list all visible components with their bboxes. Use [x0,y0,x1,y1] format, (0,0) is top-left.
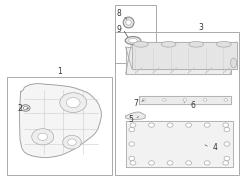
Circle shape [149,123,154,127]
Circle shape [38,133,48,140]
Bar [115,5,156,63]
Text: 6: 6 [190,101,195,110]
Circle shape [130,123,136,127]
Text: 5: 5 [128,115,133,124]
Ellipse shape [189,41,203,47]
Text: 9: 9 [116,25,121,34]
Ellipse shape [161,41,176,47]
Polygon shape [126,112,145,120]
Bar [115,32,239,175]
Circle shape [224,127,230,132]
Circle shape [167,123,173,127]
Bar [7,77,112,175]
Circle shape [204,123,210,127]
Circle shape [163,99,166,101]
Circle shape [186,123,192,127]
Circle shape [203,99,207,101]
Text: 2: 2 [18,104,23,113]
Circle shape [183,99,186,101]
Circle shape [223,161,229,165]
Text: 8: 8 [116,9,121,18]
Polygon shape [126,47,231,74]
Ellipse shape [123,17,134,28]
Circle shape [129,127,135,132]
Circle shape [68,139,76,145]
Polygon shape [139,96,231,104]
Polygon shape [20,84,101,158]
Circle shape [204,161,210,165]
Circle shape [142,99,146,101]
Circle shape [224,99,227,101]
Circle shape [21,105,30,111]
Circle shape [224,142,230,146]
Circle shape [63,135,81,149]
Circle shape [60,93,87,112]
Circle shape [149,161,154,165]
Circle shape [129,156,135,161]
Circle shape [66,98,80,108]
Circle shape [32,129,54,145]
Ellipse shape [133,41,148,47]
Ellipse shape [217,41,231,47]
Circle shape [186,161,192,165]
Text: 3: 3 [199,22,204,32]
Text: 7: 7 [133,99,138,108]
Text: 4: 4 [212,143,217,152]
Ellipse shape [126,20,131,25]
Circle shape [224,156,230,161]
Circle shape [23,106,28,110]
Circle shape [129,142,135,146]
Polygon shape [132,42,237,69]
Circle shape [130,161,136,165]
Circle shape [223,123,229,127]
Circle shape [167,161,173,165]
Ellipse shape [129,38,137,43]
Polygon shape [126,121,233,167]
Ellipse shape [125,37,141,44]
Ellipse shape [231,58,237,68]
Text: 1: 1 [57,68,62,76]
